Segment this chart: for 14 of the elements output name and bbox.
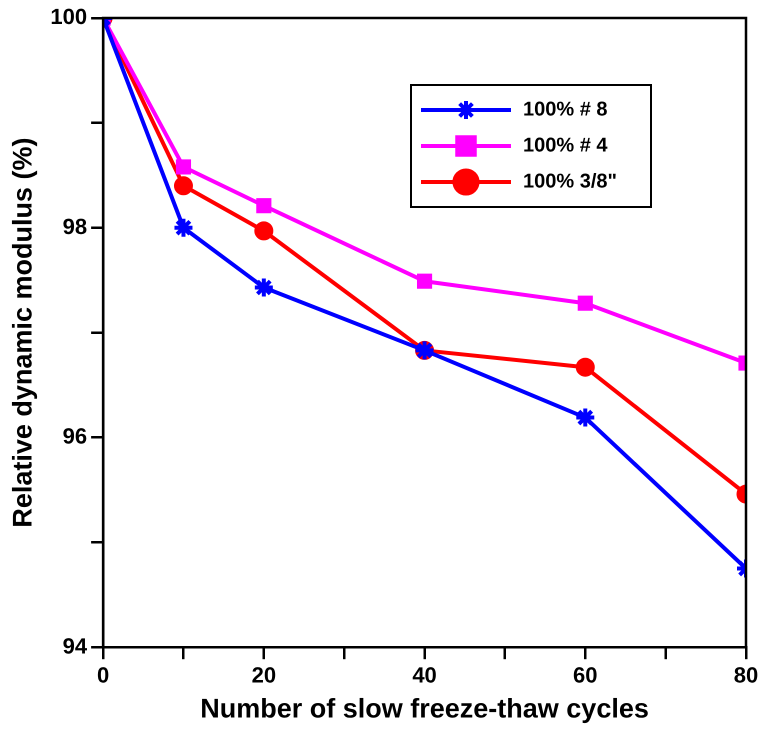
y-tick-label: 98 [62, 214, 88, 239]
x-tick-label: 80 [734, 662, 758, 688]
x-tick-label: 60 [573, 662, 598, 688]
legend-label: 100% 3/8" [523, 170, 617, 193]
x-tick-label: 40 [412, 662, 437, 688]
legend-label: 100% # 4 [523, 134, 608, 157]
y-tick-label: 96 [62, 424, 88, 449]
x-axis-title: Number of slow freeze-thaw cycles [200, 693, 649, 724]
legend-label: 100% # 8 [523, 98, 608, 121]
y-tick-label: 94 [62, 633, 88, 658]
x-tick-label: 20 [252, 662, 276, 688]
y-tick-label: 100 [50, 4, 88, 30]
y-axis-title: Relative dynamic modulus (%) [8, 138, 38, 528]
x-tick-label: 0 [96, 662, 110, 688]
